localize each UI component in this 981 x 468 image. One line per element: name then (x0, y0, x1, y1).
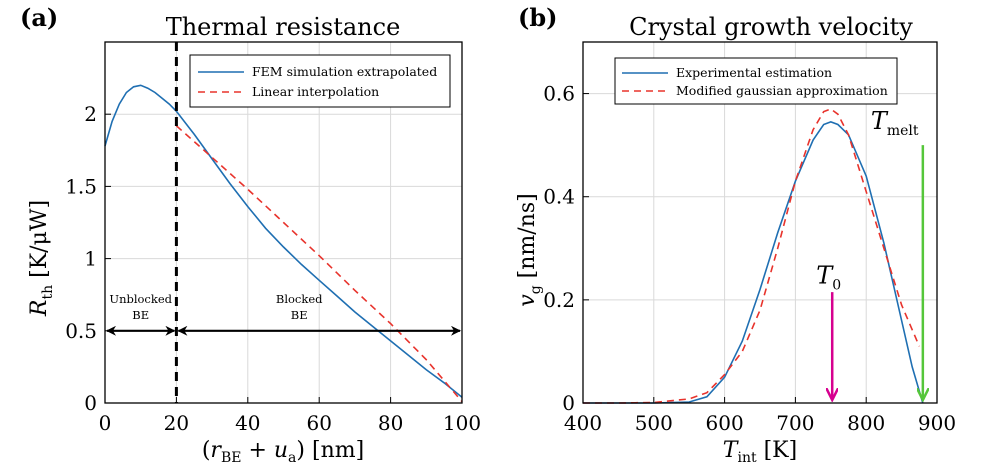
svg-text:T0: T0 (816, 262, 841, 294)
t0-label: T0 (816, 262, 841, 294)
svg-text:vg [nm/ns]: vg [nm/ns] (515, 193, 544, 306)
x-tick-label: 600 (706, 411, 744, 435)
unblocked-label: Unblocked (109, 292, 172, 306)
y-tick-label: 0.2 (543, 288, 575, 312)
chart-title-a: Thermal resistance (166, 13, 401, 41)
blocked-label: Blocked (276, 292, 323, 306)
y-tick-label: 0.5 (65, 319, 97, 343)
y-tick-label: 2 (84, 102, 97, 126)
tick-labels-a: 0 20 40 60 80 100 0 0.5 1 1.5 2 (65, 102, 481, 435)
y-tick-label: 0.4 (543, 185, 575, 209)
svg-text:Rth [K/μW]: Rth [K/μW] (27, 200, 56, 317)
x-tick-label: 0 (99, 411, 112, 435)
y-tick-label: 0.6 (543, 82, 575, 106)
x-tick-label: 700 (776, 411, 814, 435)
x-tick-label: 60 (306, 411, 331, 435)
x-tick-label: 100 (443, 411, 481, 435)
y-tick-label: 1 (84, 247, 97, 271)
x-tick-label: 400 (564, 411, 602, 435)
chart-title-b: Crystal growth velocity (629, 13, 913, 41)
unblocked-label-be: BE (132, 308, 149, 322)
y-tick-label: 0 (562, 391, 575, 415)
y-axis-label-b: vg [nm/ns] (515, 193, 544, 306)
axes-frame-b (582, 41, 938, 404)
blocked-label-be: BE (291, 308, 308, 322)
svg-text:(rBE + ua) [nm]: (rBE + ua) [nm] (202, 438, 364, 466)
x-tick-label: 80 (378, 411, 403, 435)
legend-label-experimental: Experimental estimation (676, 65, 832, 80)
series-line-dashed (583, 108, 921, 404)
series-line-solid (104, 84, 463, 398)
series-a (104, 84, 463, 403)
x-tick-label: 20 (164, 411, 189, 435)
panel-label-a: (a) (20, 3, 58, 32)
panel-label-b: (b) (518, 3, 558, 32)
series-line-dashed (175, 125, 463, 403)
legend-a (189, 54, 451, 108)
y-tick-label: 1.5 (65, 174, 97, 198)
series-line-solid (583, 121, 924, 404)
axes-frame-a (104, 41, 463, 404)
tick-labels-b: 400 500 600 700 800 900 0 0.2 0.4 0.6 (543, 82, 956, 435)
chart-thermal-resistance: (a) Thermal resistance 0 20 40 60 80 100 0 0.5 1… (20, 3, 481, 466)
legend-label-fem: FEM simulation extrapolated (252, 64, 437, 79)
svg-text:Tmelt: Tmelt (871, 107, 919, 139)
y-axis-label-a: Rth [K/μW] (27, 200, 56, 317)
svg-text:Tint [K]: Tint [K] (723, 438, 797, 466)
series-b (583, 108, 924, 404)
x-tick-label: 500 (635, 411, 673, 435)
x-axis-label-a: (rBE + ua) [nm] (202, 438, 364, 466)
tmelt-label: Tmelt (871, 107, 919, 139)
x-tick-label: 900 (918, 411, 956, 435)
x-tick-label: 40 (235, 411, 260, 435)
x-tick-label: 800 (847, 411, 885, 435)
x-axis-label-b: Tint [K] (723, 438, 797, 466)
chart-crystal-growth: (b) Crystal growth velocity 400 500 600 700… (515, 3, 956, 466)
y-tick-label: 0 (84, 391, 97, 415)
legend-b (614, 57, 898, 105)
legend-label-gaussian: Modified gaussian approximation (676, 83, 888, 98)
legend-label-linear: Linear interpolation (252, 84, 379, 99)
